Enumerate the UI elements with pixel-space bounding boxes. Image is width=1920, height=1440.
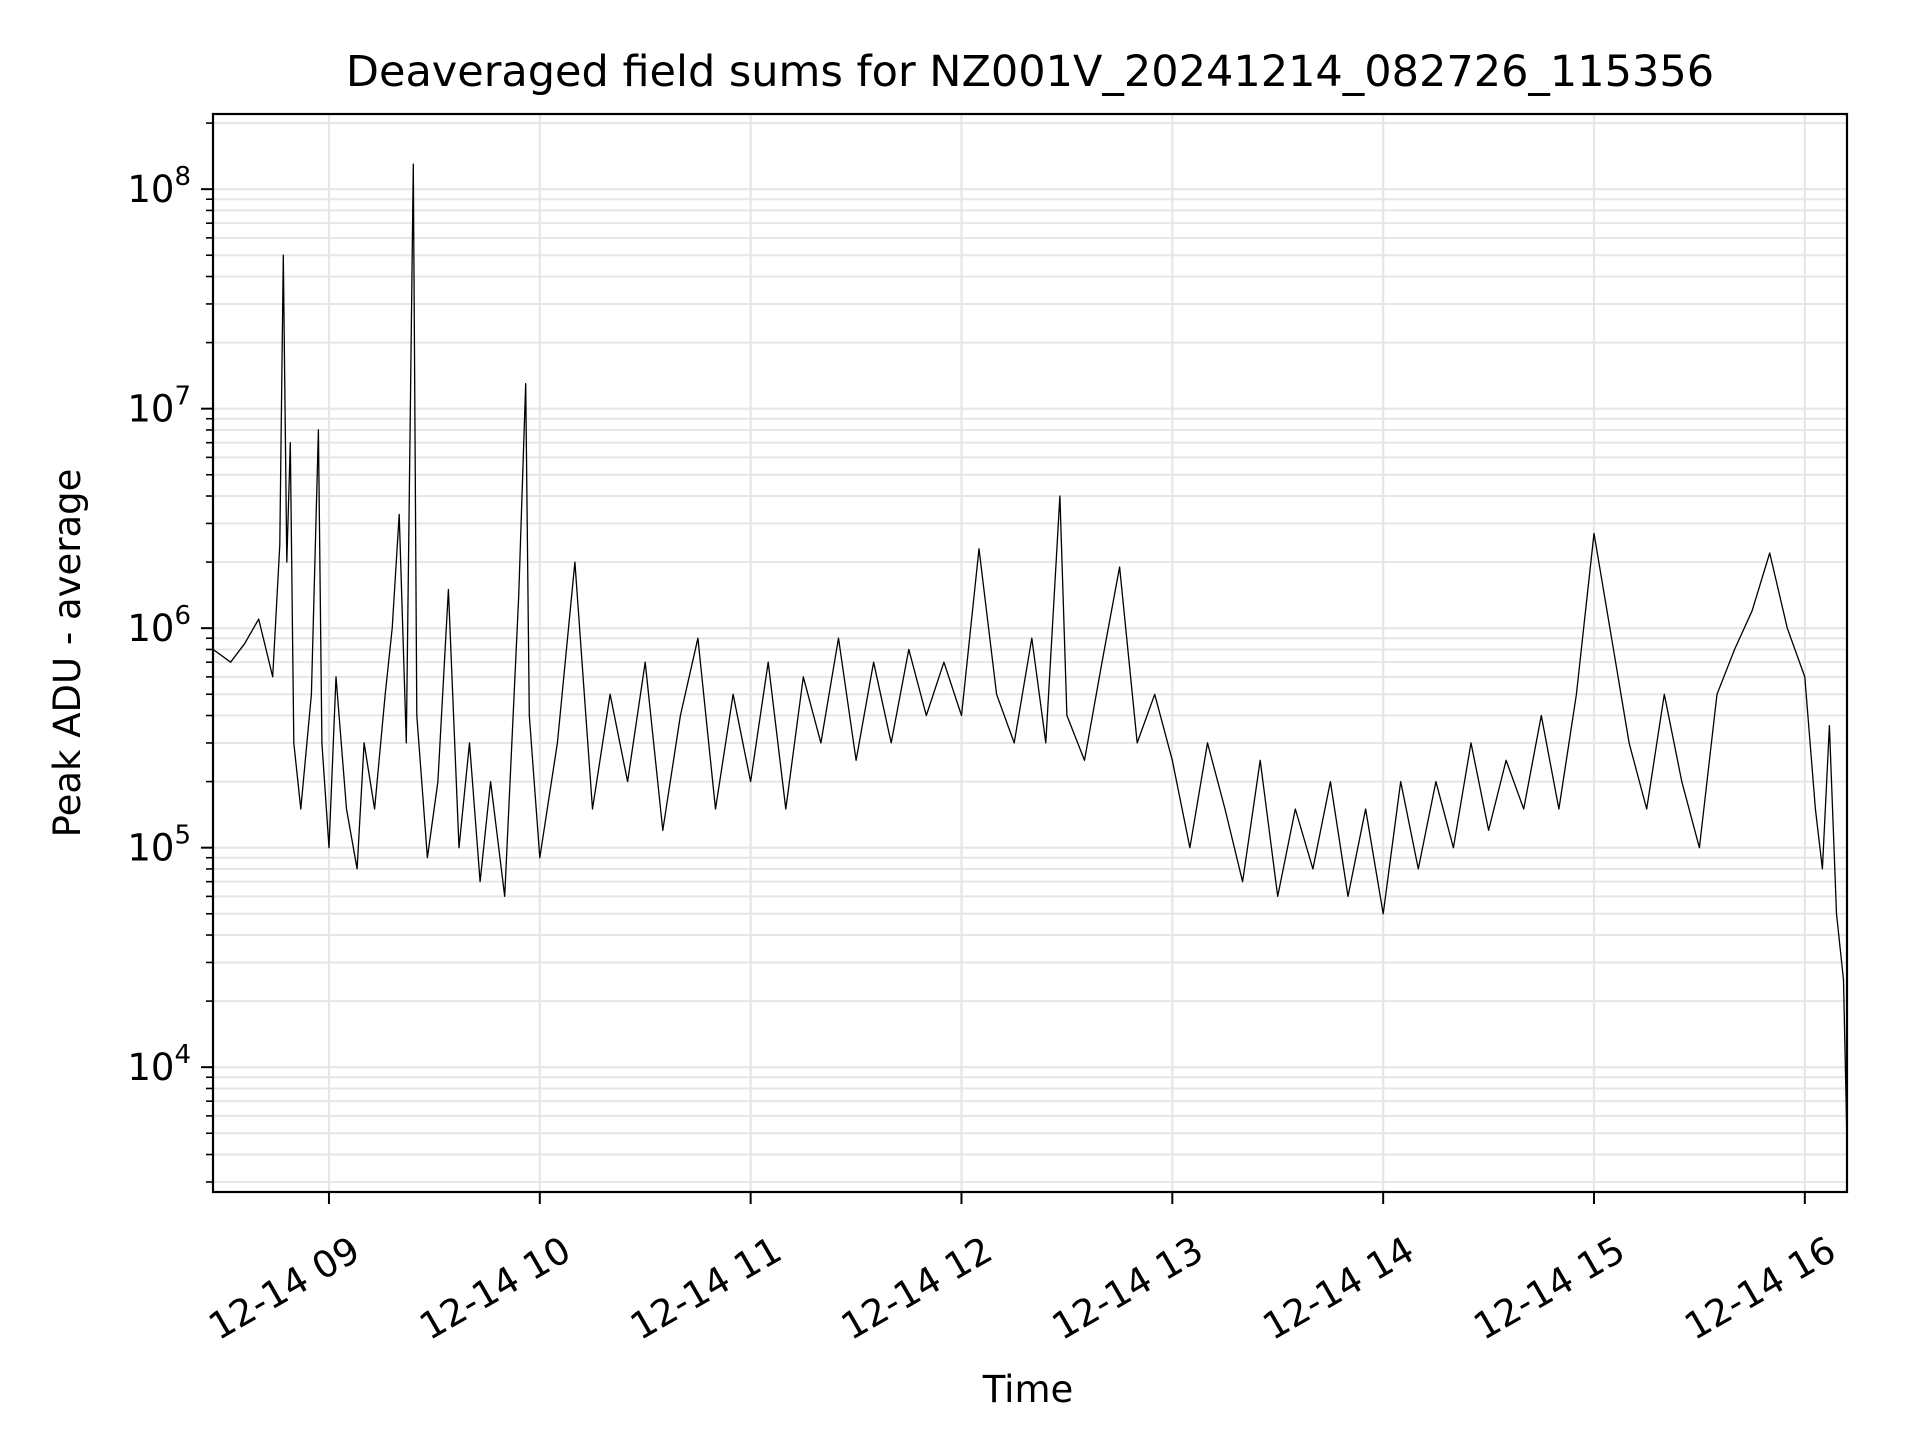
y-tick-label: 108 [127, 162, 191, 211]
plot-frame [211, 112, 1849, 1194]
x-axis-label: Time [982, 1368, 1074, 1411]
y-axis-label: Peak ADU - average [46, 469, 89, 838]
y-tick-base: 10 [127, 827, 174, 870]
y-tick-base: 10 [127, 168, 174, 211]
chart-title: Deaveraged field sums for NZ001V_2024121… [346, 47, 1714, 97]
y-tick-base: 10 [127, 388, 174, 431]
y-tick-exponent: 7 [174, 382, 191, 412]
y-tick-label: 104 [127, 1040, 191, 1089]
y-tick-exponent: 8 [174, 162, 191, 192]
y-tick-base: 10 [127, 607, 174, 650]
y-tick-exponent: 6 [174, 601, 191, 631]
series-line [212, 163, 1848, 1144]
series-layer [212, 163, 1848, 1144]
y-tick-base: 10 [127, 1046, 174, 1089]
y-tick-label: 106 [127, 601, 191, 650]
grid [213, 114, 1847, 1192]
y-tick-exponent: 4 [174, 1040, 191, 1070]
y-tick-exponent: 5 [174, 821, 191, 851]
y-tick-label: 105 [127, 821, 191, 870]
y-tick-label: 107 [127, 382, 191, 431]
